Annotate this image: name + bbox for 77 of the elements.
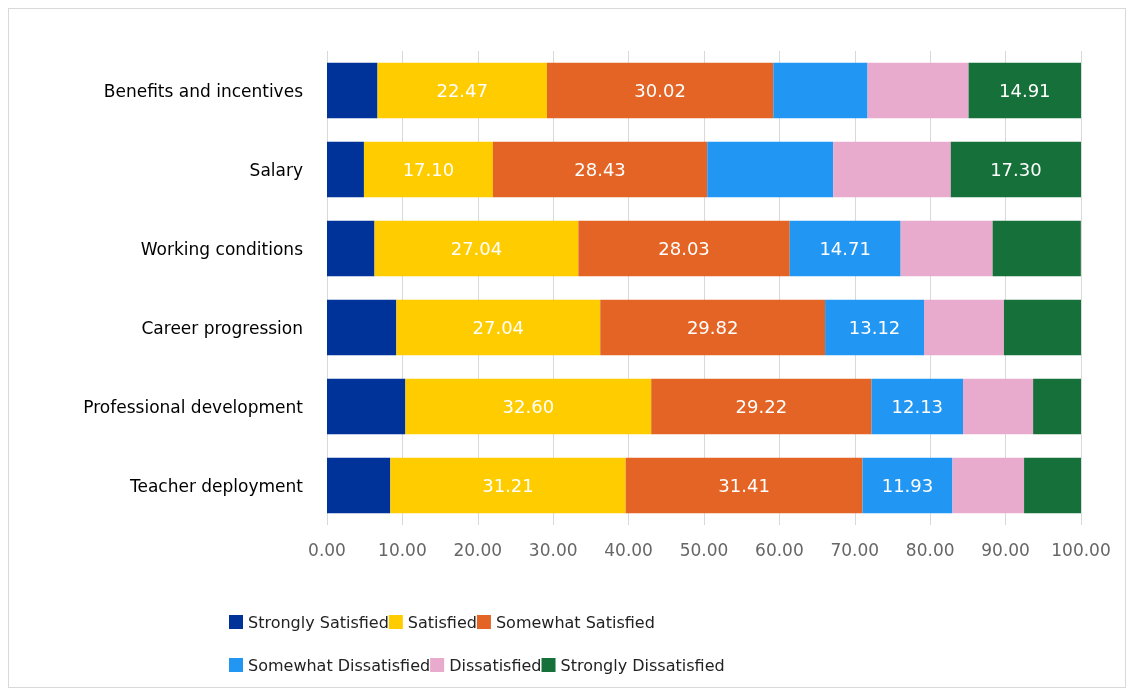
bar (1024, 457, 1081, 514)
x-tick-label: 20.00 (453, 539, 503, 560)
bar (374, 220, 579, 277)
bar (363, 141, 493, 198)
data-label: 30.02 (634, 80, 686, 101)
x-tick-label: 0.00 (308, 539, 346, 560)
bar (833, 141, 951, 198)
bar (773, 62, 868, 119)
legend-label: Somewhat Satisfied (495, 612, 655, 632)
bar (707, 141, 834, 198)
y-tick-label: Salary (249, 159, 303, 180)
bar (963, 378, 1034, 435)
bar (377, 62, 547, 119)
x-tick-label: 100.00 (1051, 539, 1111, 560)
bar (825, 299, 925, 356)
bar (871, 378, 963, 435)
data-label: 13.12 (848, 317, 901, 338)
bar (396, 299, 601, 356)
bar (492, 141, 708, 198)
x-tick-label: 90.00 (981, 539, 1030, 560)
data-label: 17.30 (990, 159, 1042, 180)
x-tick-label: 30.00 (528, 539, 578, 560)
data-label: 14.71 (819, 238, 871, 259)
x-tick-label: 60.00 (755, 539, 804, 560)
bar (327, 457, 391, 514)
bar (578, 220, 790, 277)
data-label: 32.60 (502, 396, 555, 417)
x-tick-label: 70.00 (830, 539, 880, 560)
data-label: 29.22 (735, 396, 788, 417)
data-label: 31.41 (718, 475, 770, 496)
bar (862, 457, 953, 514)
y-tick-label: Benefits and incentives (103, 80, 304, 101)
legend-label: Satisfied (407, 612, 477, 632)
bar (867, 62, 969, 119)
data-label: 12.13 (891, 396, 944, 417)
bar (924, 299, 1004, 356)
bar (950, 141, 1081, 198)
data-label: 14.91 (999, 80, 1051, 101)
bar (952, 457, 1025, 514)
data-label: 17.10 (402, 159, 455, 180)
bar (1003, 299, 1081, 356)
data-label: 29.82 (686, 317, 739, 338)
data-label: 27.04 (450, 238, 503, 259)
data-label: 31.21 (482, 475, 534, 496)
x-tick-label: 40.00 (604, 539, 653, 560)
bar (327, 299, 397, 356)
legend-label: Strongly Dissatisfied (560, 655, 725, 675)
legend-label: Dissatisfied (449, 655, 542, 675)
y-tick-label: Working conditions (140, 238, 304, 259)
bar (900, 220, 993, 277)
bar (789, 220, 901, 277)
bar (1033, 378, 1081, 435)
bar (327, 141, 364, 198)
bar (390, 457, 626, 514)
bar (625, 457, 863, 514)
bar (968, 62, 1081, 119)
x-tick-label: 80.00 (905, 539, 955, 560)
legend-label: Somewhat Dissatisfied (248, 655, 431, 675)
y-tick-label: Professional development (83, 396, 304, 417)
bar (405, 378, 652, 435)
y-tick-label: Career progression (141, 317, 303, 338)
bar (600, 299, 826, 356)
x-tick-label: 10.00 (378, 539, 427, 560)
data-label: 28.43 (574, 159, 626, 180)
data-label: 27.04 (472, 317, 525, 338)
bar (327, 220, 375, 277)
bar (651, 378, 872, 435)
x-tick-label: 50.00 (679, 539, 729, 560)
bar (327, 378, 406, 435)
bar (992, 220, 1081, 277)
y-tick-label: Teacher deployment (128, 475, 304, 496)
data-label: 22.47 (436, 80, 488, 101)
legend-label: Strongly Satisfied (248, 612, 389, 632)
data-label: 11.93 (881, 475, 934, 496)
bar (546, 62, 774, 119)
bar (327, 62, 378, 119)
data-label: 28.03 (658, 238, 710, 259)
